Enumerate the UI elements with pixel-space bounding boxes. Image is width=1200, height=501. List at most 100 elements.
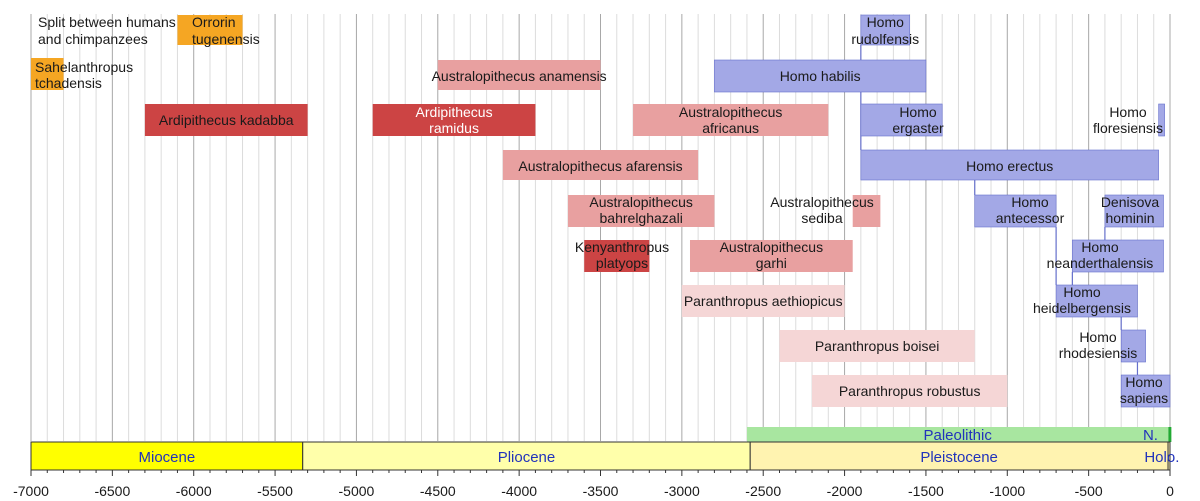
label-line: floresiensis bbox=[1093, 120, 1163, 136]
label-line: bahrelghazali bbox=[600, 210, 683, 226]
epoch-label-pliocene: Pliocene bbox=[498, 449, 556, 466]
label-homo-rhodesiensis: Homo rhodesiensis bbox=[1059, 329, 1138, 361]
x-axis: -7000 -6500 -6000 -5500 -5000 -4500 -4000 -3500… bbox=[13, 469, 1174, 499]
label-homo-ergaster: Homo ergaster bbox=[892, 104, 944, 136]
x-tick-label: -1500 bbox=[908, 483, 944, 499]
x-tick-label: -2500 bbox=[745, 483, 781, 499]
x-tick-label: -2000 bbox=[827, 483, 863, 499]
label-line: rhodesiensis bbox=[1059, 345, 1138, 361]
bar-homo-antecessor bbox=[974, 194, 1057, 228]
label-homo-heidelbergensis: Homo heidelbergensis bbox=[1033, 284, 1131, 316]
bar-homo-rhodesiensis bbox=[1120, 329, 1146, 363]
grid-lines bbox=[30, 14, 1171, 441]
label-line: and chimpanzees bbox=[38, 31, 148, 47]
label-line: Denisova bbox=[1101, 194, 1160, 210]
label-line: Ardipithecus bbox=[416, 104, 493, 120]
label-australopithecus-sediba: Australopithecus sediba bbox=[770, 194, 874, 226]
x-tick-label: -500 bbox=[1075, 483, 1103, 499]
bar-homo-floresiensis bbox=[1158, 103, 1165, 137]
label-paranthropus-boisei: Paranthropus boisei bbox=[815, 338, 940, 354]
label-line: hominin bbox=[1105, 210, 1154, 226]
age-bar-paleolithic bbox=[746, 427, 1169, 442]
label-line: Homo bbox=[1081, 239, 1119, 255]
bar-australopithecus-africanus bbox=[633, 104, 829, 136]
label-homo-sapiens: Homo sapiens bbox=[1120, 374, 1168, 406]
bar-paranthropus-aethiopicus bbox=[681, 285, 845, 317]
label-denisova-hominin: Denisova hominin bbox=[1101, 194, 1160, 226]
label-ardipithecus-kadabba: Ardipithecus kadabba bbox=[159, 112, 294, 128]
label-paranthropus-aethiopicus: Paranthropus aethiopicus bbox=[684, 293, 843, 309]
bar-denisova-hominin bbox=[1104, 194, 1164, 228]
label-australopithecus-anamensis: Australopithecus anamensis bbox=[432, 68, 607, 84]
epoch-label-holo: Holo. bbox=[1144, 449, 1179, 466]
label-line: antecessor bbox=[996, 210, 1065, 226]
bar-australopithecus-afarensis bbox=[502, 150, 699, 180]
bar-australopithecus-garhi bbox=[689, 240, 853, 272]
label-line: Australopithecus bbox=[589, 194, 693, 210]
x-tick-label: -3000 bbox=[664, 483, 700, 499]
age-label-paleolithic: Paleolithic bbox=[923, 427, 992, 444]
bar-homo-habilis bbox=[714, 59, 927, 93]
age-label-neolithic: N. bbox=[1143, 427, 1158, 444]
age-bar-neolithic bbox=[1168, 427, 1172, 442]
label-line: Homo bbox=[1079, 329, 1117, 345]
epoch-label-miocene: Miocene bbox=[139, 449, 196, 466]
bar-homo-ergaster bbox=[860, 103, 943, 137]
bar-kenyanthropus-platyops bbox=[584, 240, 650, 272]
label-line: Split between humans bbox=[38, 14, 176, 30]
label-line: tchadensis bbox=[35, 75, 102, 91]
bar-homo-sapiens bbox=[1120, 374, 1171, 408]
bar-orrorin-tugenensis bbox=[177, 15, 243, 45]
label-australopithecus-afarensis: Australopithecus afarensis bbox=[518, 158, 682, 174]
label-kenyanthropus-platyops: Kenyanthropus platyops bbox=[575, 239, 669, 271]
bar-paranthropus-robustus bbox=[812, 375, 1008, 407]
label-homo-rudolfensis: Homo rudolfensis bbox=[851, 14, 919, 47]
x-tick-label: 0 bbox=[1166, 483, 1174, 499]
label-line: africanus bbox=[702, 120, 759, 136]
label-sahelanthropus-tchadensis: Sahelanthropus tchadensis bbox=[35, 59, 133, 91]
label-line: ergaster bbox=[892, 120, 944, 136]
label-australopithecus-bahrelghazali: Australopithecus bahrelghazali bbox=[589, 194, 693, 226]
label-australopithecus-garhi: Australopithecus garhi bbox=[720, 239, 824, 271]
x-tick-label: -4000 bbox=[501, 483, 537, 499]
bar-homo-rudolfensis bbox=[860, 14, 910, 46]
bar-sahelanthropus-tchadensis bbox=[31, 58, 64, 90]
bar-homo-heidelbergensis bbox=[1055, 284, 1138, 318]
epoch-bar-pliocene bbox=[302, 441, 751, 471]
epoch-label-pleistocene: Pleistocene bbox=[920, 449, 998, 466]
bar-paranthropus-boisei bbox=[779, 330, 975, 362]
x-tick-label: -5500 bbox=[257, 483, 293, 499]
label-line: Homo bbox=[1063, 284, 1101, 300]
label-line: sapiens bbox=[1120, 390, 1168, 406]
bar-homo-neanderthalensis bbox=[1072, 239, 1164, 273]
x-tick-label: -7000 bbox=[13, 483, 49, 499]
label-split-between-humans-and-chimpanzees: Split between humans and chimpanzees bbox=[38, 14, 176, 47]
label-line: Kenyanthropus bbox=[575, 239, 669, 255]
x-tick-label: -3500 bbox=[583, 483, 619, 499]
bar-australopithecus-anamensis bbox=[437, 60, 601, 90]
label-line: Australopithecus bbox=[679, 104, 783, 120]
label-australopithecus-africanus: Australopithecus africanus bbox=[679, 104, 783, 136]
x-tick-label: -4500 bbox=[420, 483, 456, 499]
label-line: sediba bbox=[801, 210, 842, 226]
bar-homo-erectus bbox=[860, 149, 1159, 181]
x-tick-label: -1000 bbox=[989, 483, 1025, 499]
label-homo-neanderthalensis: Homo neanderthalensis bbox=[1047, 239, 1154, 271]
label-line: Homo bbox=[1011, 194, 1049, 210]
x-tick-label: -5000 bbox=[339, 483, 375, 499]
species-bars bbox=[31, 14, 1171, 408]
label-line: tugenensis bbox=[192, 31, 260, 47]
label-line: Homo bbox=[899, 104, 937, 120]
label-line: Sahelanthropus bbox=[35, 59, 133, 75]
bar-australopithecus-sediba bbox=[852, 195, 881, 227]
label-line: Orrorin bbox=[192, 14, 236, 30]
epoch-bar-pleistocene bbox=[749, 441, 1169, 471]
bar-ardipithecus-kadabba bbox=[144, 104, 308, 136]
label-line: Homo bbox=[1125, 374, 1163, 390]
label-line: platyops bbox=[596, 255, 648, 271]
label-paranthropus-robustus: Paranthropus robustus bbox=[839, 383, 981, 399]
label-line: rudolfensis bbox=[851, 31, 919, 47]
x-tick-label: -6500 bbox=[94, 483, 130, 499]
label-line: ramidus bbox=[429, 120, 479, 136]
